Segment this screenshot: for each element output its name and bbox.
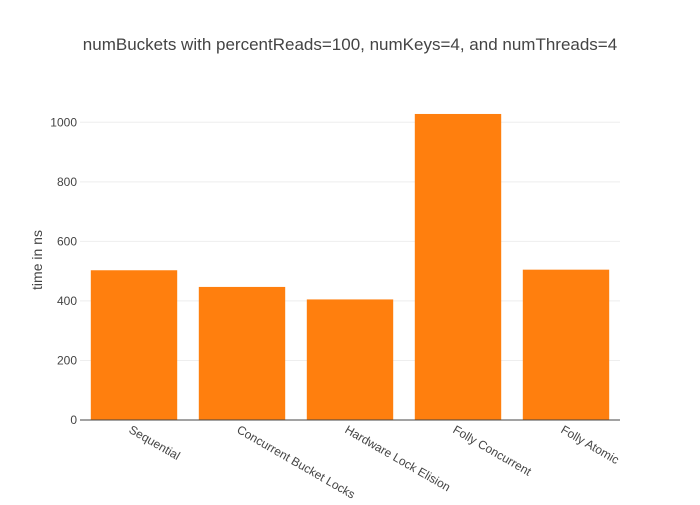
y-tick-label: 600 bbox=[57, 234, 77, 248]
bar[interactable] bbox=[522, 269, 610, 420]
bar[interactable] bbox=[198, 286, 286, 420]
y-tick-label: 1000 bbox=[50, 115, 77, 129]
bar[interactable] bbox=[414, 113, 502, 421]
y-tick-label: 400 bbox=[57, 294, 77, 308]
y-tick-label: 0 bbox=[70, 413, 77, 427]
bars bbox=[90, 113, 610, 421]
y-tick-label: 800 bbox=[57, 175, 77, 189]
chart-title: numBuckets with percentReads=100, numKey… bbox=[83, 35, 617, 54]
bar[interactable] bbox=[90, 270, 178, 420]
y-tick-label: 200 bbox=[57, 353, 77, 367]
y-axis-label: time in ns bbox=[29, 230, 45, 290]
bar[interactable] bbox=[306, 299, 394, 420]
